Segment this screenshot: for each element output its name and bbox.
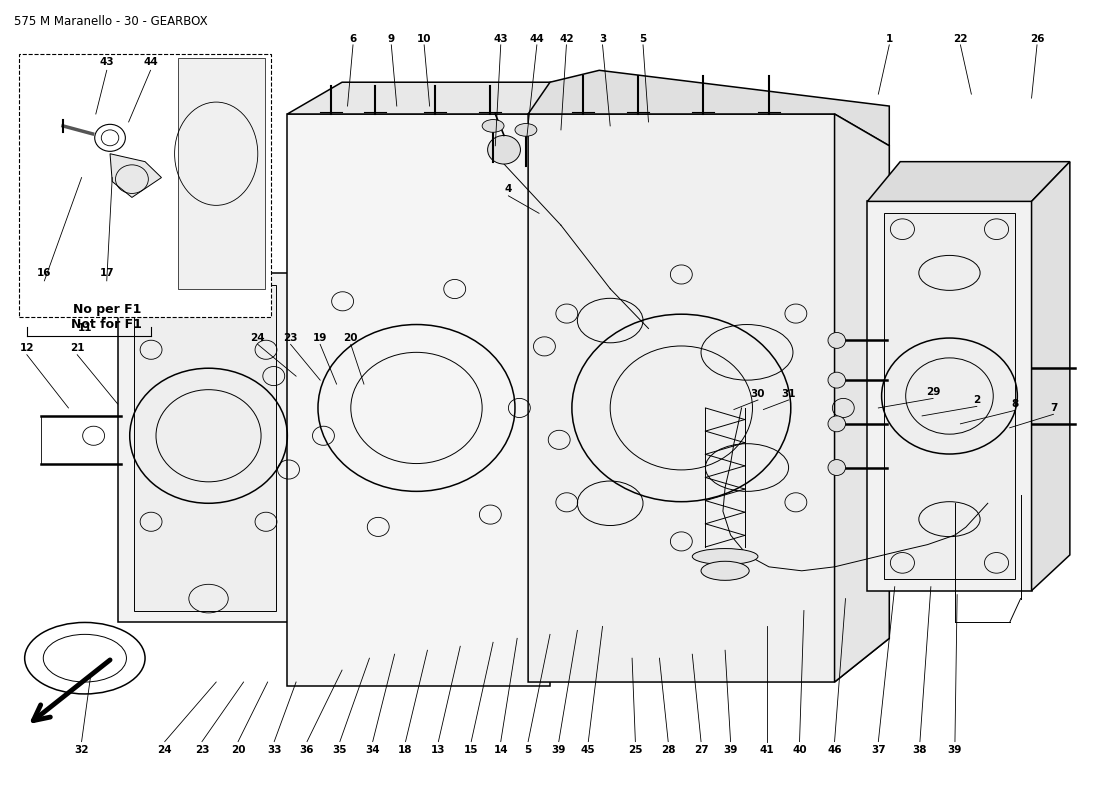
Text: 30: 30 — [750, 389, 766, 398]
Ellipse shape — [828, 372, 846, 388]
Polygon shape — [868, 162, 1070, 202]
Text: 2: 2 — [974, 395, 980, 405]
Ellipse shape — [692, 549, 758, 565]
Text: eurospares: eurospares — [668, 421, 913, 458]
Polygon shape — [287, 82, 600, 114]
Text: 4: 4 — [505, 185, 513, 194]
Text: 38: 38 — [913, 745, 927, 754]
Polygon shape — [110, 154, 162, 198]
Text: 20: 20 — [231, 745, 245, 754]
Text: 40: 40 — [792, 745, 806, 754]
Text: 35: 35 — [332, 745, 348, 754]
Text: 39: 39 — [551, 745, 565, 754]
Text: 7: 7 — [1049, 403, 1057, 413]
Text: 23: 23 — [284, 333, 298, 343]
Text: 27: 27 — [694, 745, 708, 754]
Polygon shape — [528, 70, 889, 146]
Text: 8: 8 — [1012, 399, 1019, 409]
Text: 1: 1 — [886, 34, 893, 43]
Polygon shape — [835, 114, 889, 682]
Text: 11: 11 — [78, 323, 92, 334]
Polygon shape — [528, 114, 889, 682]
Text: 15: 15 — [464, 745, 478, 754]
Text: 29: 29 — [926, 387, 940, 397]
Polygon shape — [883, 214, 1015, 578]
Text: 17: 17 — [99, 268, 114, 278]
Polygon shape — [287, 114, 550, 686]
Ellipse shape — [828, 459, 846, 475]
Text: 36: 36 — [300, 745, 315, 754]
Text: 33: 33 — [267, 745, 282, 754]
Text: No per F1
Not for F1: No per F1 Not for F1 — [72, 303, 142, 331]
Text: 9: 9 — [387, 34, 395, 43]
Text: 28: 28 — [661, 745, 675, 754]
Text: 5: 5 — [639, 34, 647, 43]
Text: 39: 39 — [724, 745, 738, 754]
Text: 34: 34 — [365, 745, 380, 754]
Ellipse shape — [482, 119, 504, 132]
Text: 23: 23 — [195, 745, 209, 754]
Text: 41: 41 — [759, 745, 774, 754]
Text: 10: 10 — [417, 34, 431, 43]
Text: 37: 37 — [871, 745, 886, 754]
Text: 575 M Maranello - 30 - GEARBOX: 575 M Maranello - 30 - GEARBOX — [13, 14, 207, 28]
Text: 13: 13 — [431, 745, 446, 754]
Text: 43: 43 — [99, 58, 114, 67]
Text: 18: 18 — [398, 745, 412, 754]
Ellipse shape — [701, 562, 749, 580]
Text: 44: 44 — [143, 58, 158, 67]
Ellipse shape — [487, 135, 520, 164]
Polygon shape — [178, 58, 265, 289]
Text: 5: 5 — [525, 745, 531, 754]
Text: 25: 25 — [628, 745, 642, 754]
Text: 3: 3 — [598, 34, 606, 43]
Text: 26: 26 — [1030, 34, 1044, 43]
Text: 19: 19 — [314, 333, 328, 343]
Text: 31: 31 — [781, 389, 795, 398]
Text: 24: 24 — [157, 745, 172, 754]
Polygon shape — [134, 285, 276, 610]
Text: 12: 12 — [20, 343, 34, 354]
Text: 43: 43 — [494, 34, 508, 43]
Text: 46: 46 — [827, 745, 842, 754]
Ellipse shape — [828, 333, 846, 348]
Text: 14: 14 — [494, 745, 508, 754]
Polygon shape — [118, 273, 293, 622]
Text: 39: 39 — [948, 745, 962, 754]
Text: 32: 32 — [75, 745, 89, 754]
Text: 44: 44 — [529, 34, 544, 43]
Text: 21: 21 — [70, 343, 85, 354]
Ellipse shape — [515, 123, 537, 136]
Text: pares: pares — [327, 308, 510, 365]
Text: 42: 42 — [559, 34, 574, 43]
Text: 45: 45 — [581, 745, 595, 754]
Ellipse shape — [828, 416, 846, 432]
Text: 16: 16 — [37, 268, 52, 278]
Text: 22: 22 — [954, 34, 968, 43]
Text: 20: 20 — [343, 333, 359, 343]
Polygon shape — [868, 202, 1032, 590]
Polygon shape — [1032, 162, 1070, 590]
Text: 6: 6 — [350, 34, 356, 43]
Text: 24: 24 — [251, 333, 265, 343]
Bar — [19, 54, 271, 317]
